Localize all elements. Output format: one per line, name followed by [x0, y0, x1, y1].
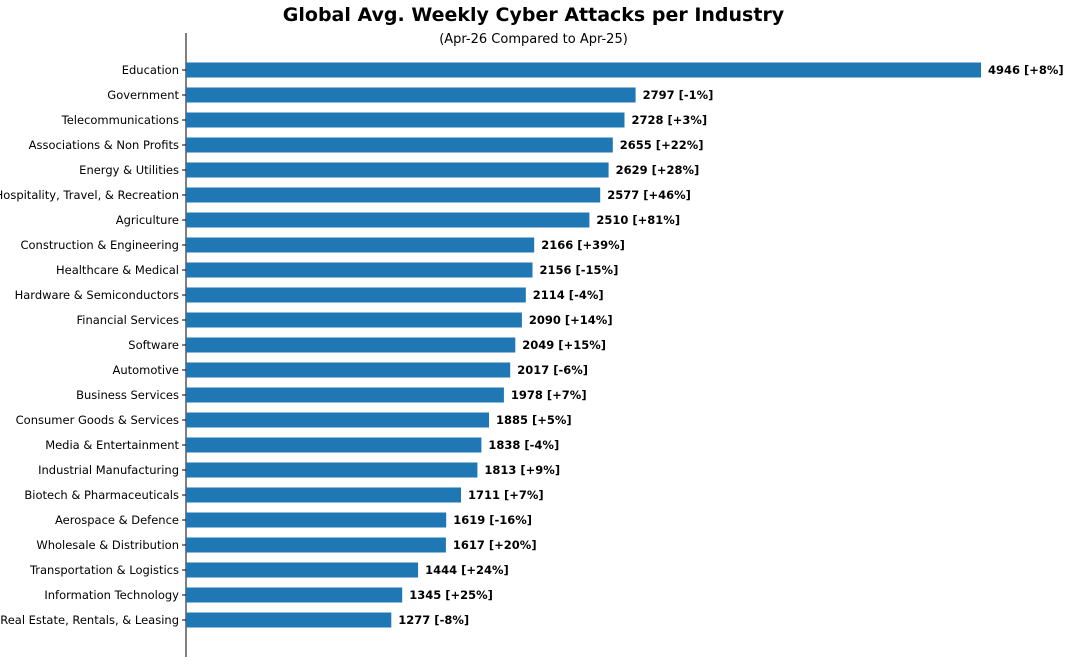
- category-label: Wholesale & Distribution: [36, 538, 179, 552]
- value-label: 1711 [+7%]: [468, 488, 544, 502]
- category-label: Software: [128, 338, 179, 352]
- category-label: Government: [107, 88, 179, 102]
- bar: [186, 212, 590, 228]
- value-label: 2655 [+22%]: [620, 138, 704, 152]
- value-label: 2156 [-15%]: [540, 263, 619, 277]
- category-label: Consumer Goods & Services: [16, 413, 179, 427]
- category-label: Industrial Manufacturing: [38, 463, 179, 477]
- bar: [186, 362, 511, 378]
- bar: [186, 237, 535, 253]
- category-label: Hospitality, Travel, & Recreation: [0, 188, 179, 202]
- value-label: 2114 [-4%]: [533, 288, 604, 302]
- value-label: 1619 [-16%]: [453, 513, 532, 527]
- category-label: Associations & Non Profits: [29, 138, 179, 152]
- value-label: 1885 [+5%]: [496, 413, 572, 427]
- category-label: Information Technology: [44, 588, 179, 602]
- bar: [186, 587, 403, 603]
- bar: [186, 437, 482, 453]
- value-label: 2797 [-1%]: [643, 88, 714, 102]
- bars-group: Education 4946 [+8%] Government 2797 [-1%] T…: [0, 62, 1064, 628]
- value-label: 1838 [-4%]: [488, 438, 559, 452]
- category-label: Telecommunications: [61, 113, 179, 127]
- value-label: 1813 [+9%]: [484, 463, 560, 477]
- bar: [186, 612, 392, 628]
- value-label: 1978 [+7%]: [511, 388, 587, 402]
- chart-subtitle: (Apr-26 Compared to Apr-25): [439, 32, 628, 47]
- value-label: 2728 [+3%]: [632, 113, 708, 127]
- bar: [186, 62, 981, 78]
- category-label: Education: [122, 63, 179, 77]
- bar: [186, 462, 478, 478]
- category-label: Financial Services: [76, 313, 179, 327]
- value-label: 2577 [+46%]: [607, 188, 691, 202]
- category-label: Construction & Engineering: [20, 238, 179, 252]
- value-label: 4946 [+8%]: [988, 63, 1064, 77]
- value-label: 2090 [+14%]: [529, 313, 613, 327]
- bar: [186, 412, 489, 428]
- value-label: 1444 [+24%]: [425, 563, 509, 577]
- value-label: 2166 [+39%]: [541, 238, 625, 252]
- category-label: Energy & Utilities: [79, 163, 179, 177]
- value-label: 2017 [-6%]: [517, 363, 588, 377]
- category-label: Hardware & Semiconductors: [15, 288, 179, 302]
- bar: [186, 562, 419, 578]
- category-label: Agriculture: [116, 213, 179, 227]
- bar: [186, 387, 504, 403]
- category-label: Aerospace & Defence: [55, 513, 179, 527]
- bar: [186, 487, 461, 503]
- category-label: Transportation & Logistics: [29, 563, 179, 577]
- bar: [186, 537, 446, 553]
- value-label: 1277 [-8%]: [398, 613, 469, 627]
- category-label: Healthcare & Medical: [56, 263, 179, 277]
- bar: [186, 137, 613, 153]
- bar: [186, 87, 636, 103]
- category-label: Biotech & Pharmaceuticals: [24, 488, 179, 502]
- category-label: Media & Entertainment: [45, 438, 179, 452]
- chart-title: Global Avg. Weekly Cyber Attacks per Ind…: [282, 4, 785, 26]
- bar: [186, 187, 601, 203]
- value-label: 1345 [+25%]: [409, 588, 493, 602]
- bar: [186, 512, 447, 528]
- value-label: 2510 [+81%]: [596, 213, 680, 227]
- bar: [186, 337, 516, 353]
- bar: [186, 312, 522, 328]
- bar: [186, 262, 533, 278]
- category-label: Automotive: [112, 363, 179, 377]
- value-label: 2049 [+15%]: [522, 338, 606, 352]
- value-label: 2629 [+28%]: [616, 163, 700, 177]
- value-label: 1617 [+20%]: [453, 538, 537, 552]
- bar: [186, 287, 526, 303]
- category-label: Real Estate, Rentals, & Leasing: [0, 613, 179, 627]
- bar: [186, 162, 609, 178]
- category-label: Business Services: [76, 388, 179, 402]
- bar: [186, 112, 625, 128]
